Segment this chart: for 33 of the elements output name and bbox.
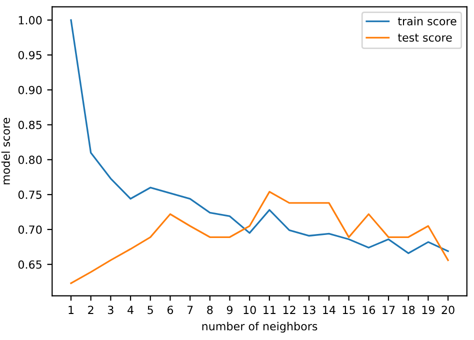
x-tick-label: 16 <box>362 306 376 314</box>
x-tick-label: 7 <box>187 306 193 314</box>
y-tick-label: 0.80 <box>18 156 42 164</box>
x-tick-label: 12 <box>283 306 296 314</box>
x-tick-label: 1 <box>68 306 74 314</box>
x-tick-label: 15 <box>342 306 355 314</box>
line-series <box>70 190 449 284</box>
x-tick-label: 4 <box>128 306 134 314</box>
y-tick-label: 0.70 <box>18 225 42 234</box>
legend-label: test score <box>398 34 452 42</box>
x-axis-title: number of neighbors <box>202 322 318 333</box>
y-tick-label: 1.00 <box>18 16 42 24</box>
x-tick-label: 18 <box>402 306 415 314</box>
x-tick-label: 20 <box>442 306 454 314</box>
x-tick-label: 8 <box>207 306 213 314</box>
x-tick-label: 11 <box>264 306 276 314</box>
x-tick-label: 6 <box>167 306 174 314</box>
x-tick-label: 17 <box>382 306 395 314</box>
x-tick-label: 3 <box>108 306 114 314</box>
x-tick-label: 10 <box>244 306 256 314</box>
y-tick-label: 0.90 <box>18 86 42 94</box>
x-tick-label: 14 <box>323 306 336 314</box>
x-tick-label: 9 <box>226 306 232 314</box>
y-tick-label: 0.85 <box>18 120 42 130</box>
y-tick-label: 0.75 <box>18 190 42 199</box>
y-tick-label: 0.65 <box>18 260 42 269</box>
x-tick-label: 13 <box>303 306 316 314</box>
x-tick-label: 19 <box>422 306 434 314</box>
y-tick-label: 0.95 <box>18 50 42 60</box>
x-tick-label: 5 <box>148 306 153 314</box>
legend-label: train score <box>398 16 456 26</box>
y-axis-title: model score <box>1 118 10 184</box>
x-tick-label: 2 <box>88 306 94 314</box>
